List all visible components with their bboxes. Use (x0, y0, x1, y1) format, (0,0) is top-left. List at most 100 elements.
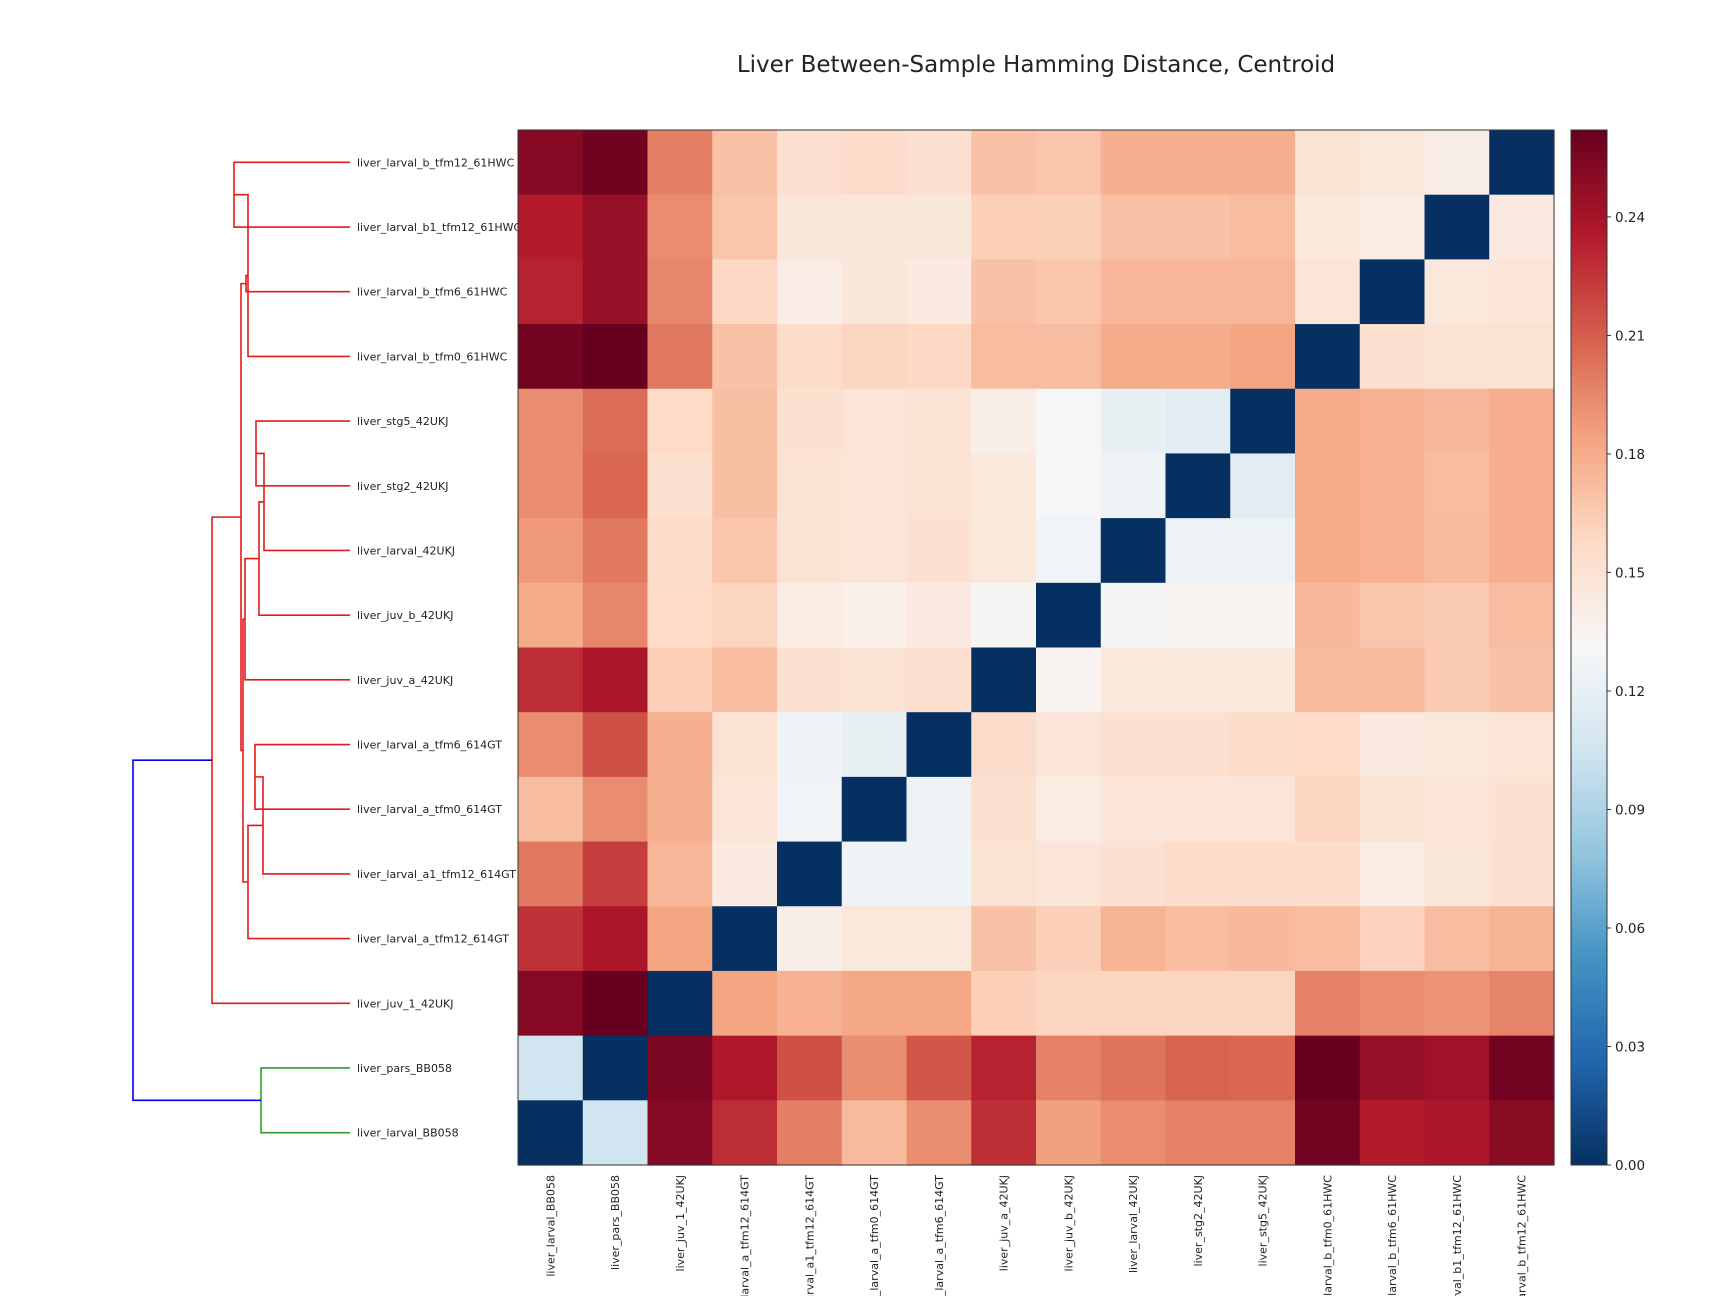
row-label: liver_juv_b_42UKJ (357, 609, 453, 622)
heatmap-cell (1165, 453, 1231, 519)
heatmap-cell (647, 712, 713, 778)
row-label: liver_larval_BB058 (357, 1127, 459, 1140)
heatmap-cell (1230, 259, 1296, 325)
heatmap-cell (1424, 259, 1490, 325)
heatmap-cell (518, 1035, 584, 1101)
heatmap-cell (906, 130, 972, 196)
heatmap-cell (971, 906, 1037, 972)
heatmap-cell (777, 776, 843, 843)
heatmap-cell (582, 712, 649, 778)
heatmap-cell (1100, 582, 1167, 649)
heatmap-cell (582, 259, 649, 325)
heatmap-cell (1036, 130, 1102, 196)
heatmap-cell (1230, 582, 1296, 649)
heatmap-cell (777, 1100, 843, 1166)
heatmap-cell (841, 518, 908, 584)
heatmap-cell (971, 582, 1037, 649)
dendrogram-link (245, 274, 350, 293)
column-label: liver_stg5_42UKJ (1257, 1175, 1270, 1266)
heatmap-cell (1165, 841, 1231, 907)
heatmap-cell (647, 259, 713, 325)
heatmap-cell (1230, 1035, 1296, 1101)
heatmap-cell (1489, 194, 1555, 260)
heatmap-cell (1359, 906, 1426, 972)
heatmap-cell (1036, 1035, 1102, 1101)
heatmap-cell (582, 906, 649, 972)
heatmap-cell (647, 194, 713, 260)
heatmap-cell (712, 130, 778, 196)
heatmap-cell (1424, 518, 1490, 584)
heatmap-cell (1359, 647, 1426, 713)
heatmap-cell (777, 712, 843, 778)
dendrogram (132, 161, 350, 1134)
heatmap-cell (1036, 518, 1102, 584)
heatmap-cell (1489, 259, 1555, 325)
heatmap-cell (1424, 776, 1490, 843)
heatmap-cell (777, 518, 843, 584)
heatmap-cell (1359, 259, 1426, 325)
heatmap-cell (1295, 647, 1361, 713)
heatmap-cell (1295, 582, 1361, 649)
heatmap-cell (712, 647, 778, 713)
heatmap-cell (582, 1100, 649, 1166)
heatmap-cell (841, 647, 908, 713)
colorbar-tick-label: 0.09 (1615, 803, 1645, 819)
heatmap-cell (841, 906, 908, 972)
heatmap-cell (1036, 194, 1102, 260)
heatmap-cell (582, 970, 649, 1037)
heatmap-cell (582, 582, 649, 649)
heatmap-cell (1359, 1035, 1426, 1101)
heatmap-cell (906, 970, 972, 1037)
dendrogram-link (258, 501, 350, 616)
heatmap-cell (1359, 518, 1426, 584)
heatmap-cell (582, 130, 649, 196)
heatmap-cell (518, 712, 584, 778)
heatmap-cell (1295, 518, 1361, 584)
heatmap-frame (517, 129, 1555, 1166)
heatmap-cell (582, 841, 649, 907)
row-label: liver_larval_b1_tfm12_61HWC (357, 221, 522, 234)
heatmap-cell (647, 906, 713, 972)
heatmap-cell (777, 194, 843, 260)
heatmap-cell (1489, 582, 1555, 649)
heatmap-cell (1036, 324, 1102, 390)
column-label: liver_larval_b_tfm6_61HWC (1386, 1175, 1399, 1296)
heatmap-cell (1036, 259, 1102, 325)
heatmap-cell (841, 388, 908, 455)
heatmap-cell (712, 388, 778, 455)
heatmap-cell (1424, 194, 1490, 260)
heatmap-cell (1165, 1100, 1231, 1166)
heatmap-cell (1100, 518, 1167, 584)
heatmap-cell (518, 841, 584, 907)
heatmap-cell (906, 194, 972, 260)
heatmap-cell (582, 453, 649, 519)
heatmap-cell (1100, 259, 1167, 325)
column-label: liver_larval_42UKJ (1127, 1175, 1140, 1273)
heatmap-cell (1424, 130, 1490, 196)
heatmap-cell (1230, 647, 1296, 713)
heatmap-cell (712, 712, 778, 778)
heatmap-cell (1230, 776, 1296, 843)
heatmap-cell (841, 776, 908, 843)
heatmap-cell (518, 259, 584, 325)
heatmap-cell (777, 970, 843, 1037)
heatmap-cell (1424, 453, 1490, 519)
colorbar-tick-label: 0.15 (1615, 565, 1645, 581)
heatmap-cell (1295, 194, 1361, 260)
heatmap-cell (971, 388, 1037, 455)
heatmap-cell (647, 324, 713, 390)
heatmap-cell (1489, 518, 1555, 584)
heatmap-cell (518, 518, 584, 584)
heatmap-cell (1424, 712, 1490, 778)
heatmap-cell (1489, 906, 1555, 972)
heatmap-cell (906, 1035, 972, 1101)
heatmap-cell (1295, 388, 1361, 455)
heatmap-cell (1165, 194, 1231, 260)
column-label: liver_larval_b_tfm0_61HWC (1321, 1175, 1334, 1296)
heatmap-cell (518, 453, 584, 519)
heatmap-cell (971, 776, 1037, 843)
heatmap-cell (647, 582, 713, 649)
heatmap-cell (582, 388, 649, 455)
heatmap-cell (712, 194, 778, 260)
dendrogram-link (255, 420, 350, 487)
